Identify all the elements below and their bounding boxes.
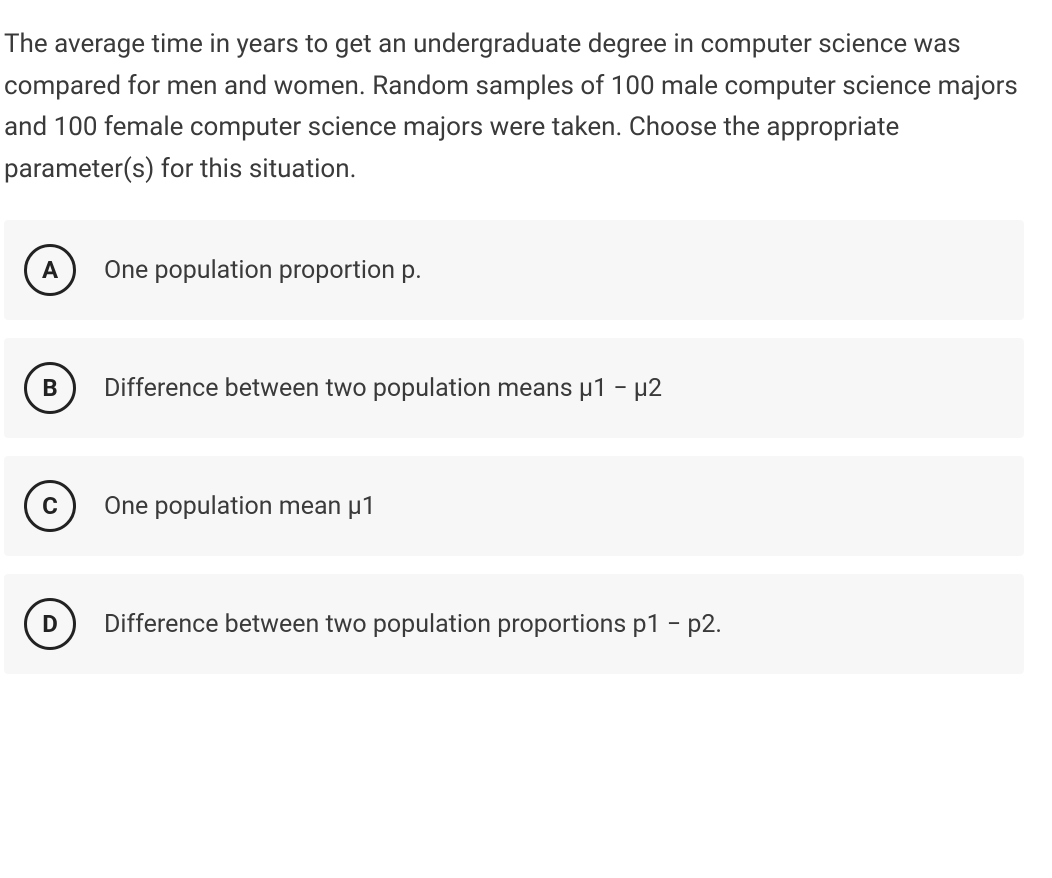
quiz-container: The average time in years to get an unde…	[0, 0, 1052, 694]
option-text-a: One population proportion p.	[104, 253, 422, 288]
options-list: A One population proportion p. B Differe…	[0, 220, 1052, 674]
option-b[interactable]: B Difference between two population mean…	[4, 338, 1024, 438]
option-text-b: Difference between two population means …	[104, 371, 662, 406]
option-letter-a: A	[24, 244, 76, 296]
option-text-c: One population mean μ1	[104, 489, 376, 524]
option-letter-d: D	[24, 598, 76, 650]
option-c[interactable]: C One population mean μ1	[4, 456, 1024, 556]
option-text-d: Difference between two population propor…	[104, 607, 722, 642]
option-d[interactable]: D Difference between two population prop…	[4, 574, 1024, 674]
option-a[interactable]: A One population proportion p.	[4, 220, 1024, 320]
option-letter-b: B	[24, 362, 76, 414]
option-letter-c: C	[24, 480, 76, 532]
question-text: The average time in years to get an unde…	[0, 20, 1052, 220]
